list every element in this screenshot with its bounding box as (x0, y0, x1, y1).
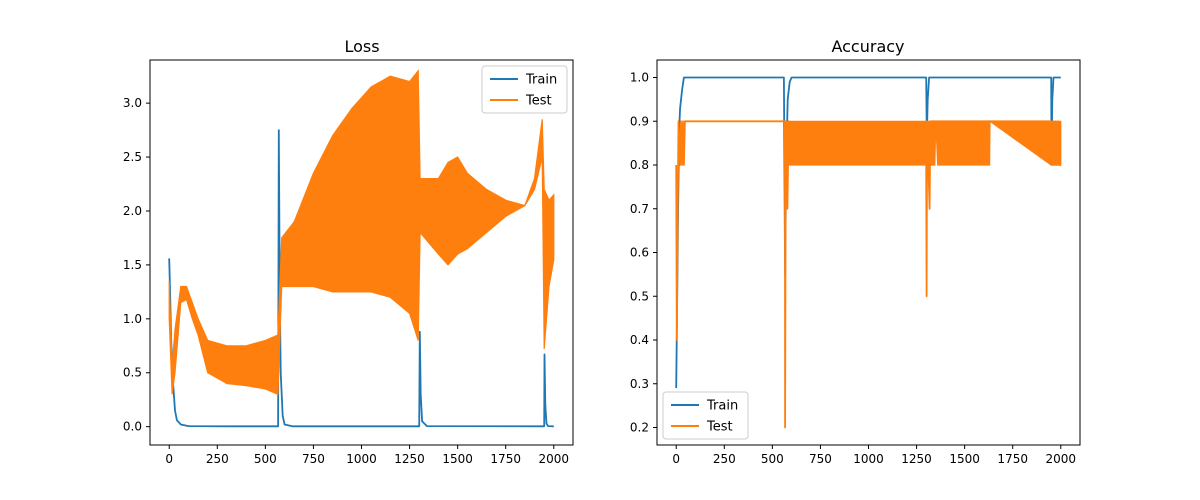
accuracy-x-tick-label: 2000 (1045, 452, 1076, 466)
accuracy-y-tick-label: 1.0 (630, 71, 649, 85)
accuracy-title: Accuracy (831, 37, 904, 56)
loss-y-tick-label: 0.5 (123, 366, 142, 380)
loss-y-tick-label: 0.0 (123, 420, 142, 434)
loss-legend-box (481, 65, 568, 114)
loss-legend: Train Test (481, 65, 568, 114)
accuracy-x-tick-label: 1500 (949, 452, 980, 466)
loss-series-train-line (168, 129, 554, 428)
loss-x-tick-label: 1500 (442, 452, 473, 466)
loss-x-tick-label: 1750 (490, 452, 521, 466)
loss-title: Loss (344, 37, 379, 56)
accuracy-panel: Accuracy 0 250 500 750 1000 1250 1500 1750 20000… (630, 37, 1081, 467)
accuracy-x-tick-label: 0 (672, 452, 680, 466)
accuracy-y-tick-label: 0.5 (630, 289, 649, 303)
loss-y-tick-label: 3.0 (123, 96, 142, 110)
accuracy-x-tick-label: 500 (761, 452, 784, 466)
accuracy-y-tick-label: 0.7 (630, 202, 649, 216)
accuracy-x-tick-label: 1750 (997, 452, 1028, 466)
loss-x-tick-label: 500 (254, 452, 277, 466)
accuracy-plot-content (675, 76, 1062, 429)
accuracy-y-tick-label: 0.6 (630, 246, 649, 260)
loss-y-tick-label: 1.5 (123, 258, 142, 272)
accuracy-x-tick-label: 250 (713, 452, 736, 466)
loss-y-tick-label: 2.0 (123, 204, 142, 218)
loss-x-tick-label: 1250 (394, 452, 425, 466)
accuracy-legend-label-train: Train (706, 399, 738, 414)
loss-y-tick-label: 2.5 (123, 150, 142, 164)
loss-legend-label-train: Train (525, 73, 557, 88)
accuracy-x-tick-label: 1250 (901, 452, 932, 466)
accuracy-x-tick-label: 1000 (853, 452, 884, 466)
accuracy-legend: Train Test (662, 391, 749, 440)
accuracy-legend-label-test: Test (706, 420, 733, 435)
accuracy-y-tick-label: 0.9 (630, 114, 649, 128)
loss-y-tick-label: 1.0 (123, 312, 142, 326)
accuracy-ticks: 0 250 500 750 1000 1250 1500 1750 2000 0.2 0.3 0.4 0… (630, 71, 1076, 467)
loss-x-tick-label: 0 (165, 452, 173, 466)
loss-plot-content (168, 69, 555, 428)
accuracy-x-tick-label: 750 (809, 452, 832, 466)
loss-ticks: 0 250 500 750 1000 1250 1500 1750 2000 0.0 0.5 1.0 1… (123, 96, 569, 466)
accuracy-y-tick-label: 0.8 (630, 158, 649, 172)
accuracy-y-tick-label: 0.2 (630, 421, 649, 435)
loss-x-tick-label: 1000 (346, 452, 377, 466)
accuracy-y-tick-label: 0.4 (630, 333, 649, 347)
accuracy-series-train-line (675, 76, 1061, 389)
accuracy-y-tick-label: 0.3 (630, 377, 649, 391)
accuracy-series-test-line (675, 120, 1061, 429)
loss-x-tick-label: 250 (206, 452, 229, 466)
loss-series-test-band (168, 69, 555, 396)
accuracy-legend-box (662, 391, 749, 440)
loss-x-tick-label: 2000 (538, 452, 569, 466)
loss-legend-label-test: Test (525, 94, 552, 109)
loss-panel: Loss 0 250 500 750 1000 1250 1500 1750 2000 0.0 0.… (123, 37, 574, 466)
loss-x-tick-label: 750 (302, 452, 325, 466)
